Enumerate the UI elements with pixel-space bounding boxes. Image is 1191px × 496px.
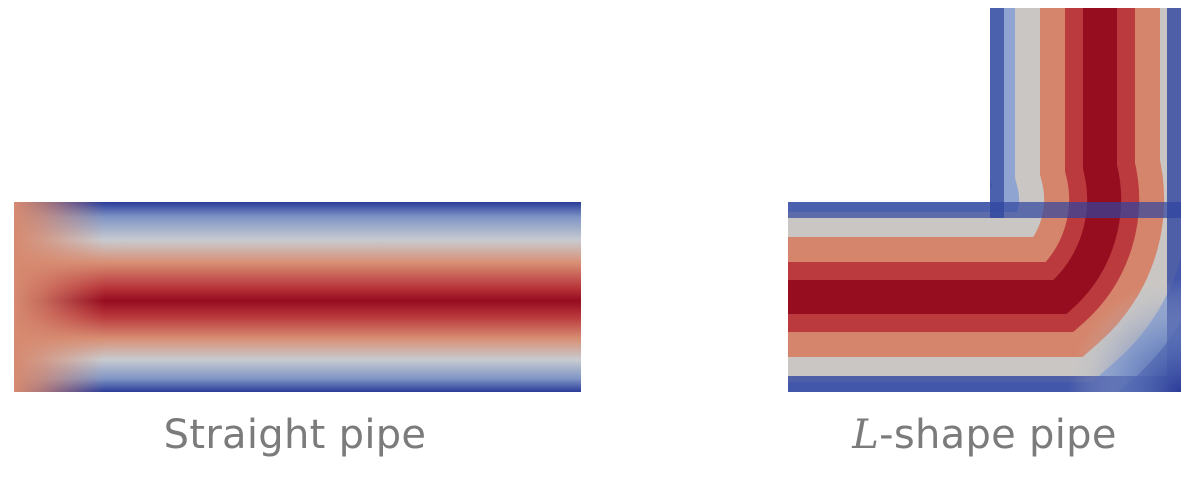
l-shape-caption-text: -shape pipe	[879, 412, 1117, 458]
straight-pipe-inlet-region	[14, 202, 581, 392]
l-shape-corner-shade	[1020, 230, 1181, 392]
l-shape-pipe-caption: L-shape pipe	[788, 412, 1181, 458]
straight-pipe-panel	[14, 202, 581, 392]
straight-pipe-caption: Straight pipe	[163, 412, 427, 458]
l-shape-math-symbol: L	[852, 412, 880, 458]
l-shape-pipe-panel	[788, 8, 1181, 392]
